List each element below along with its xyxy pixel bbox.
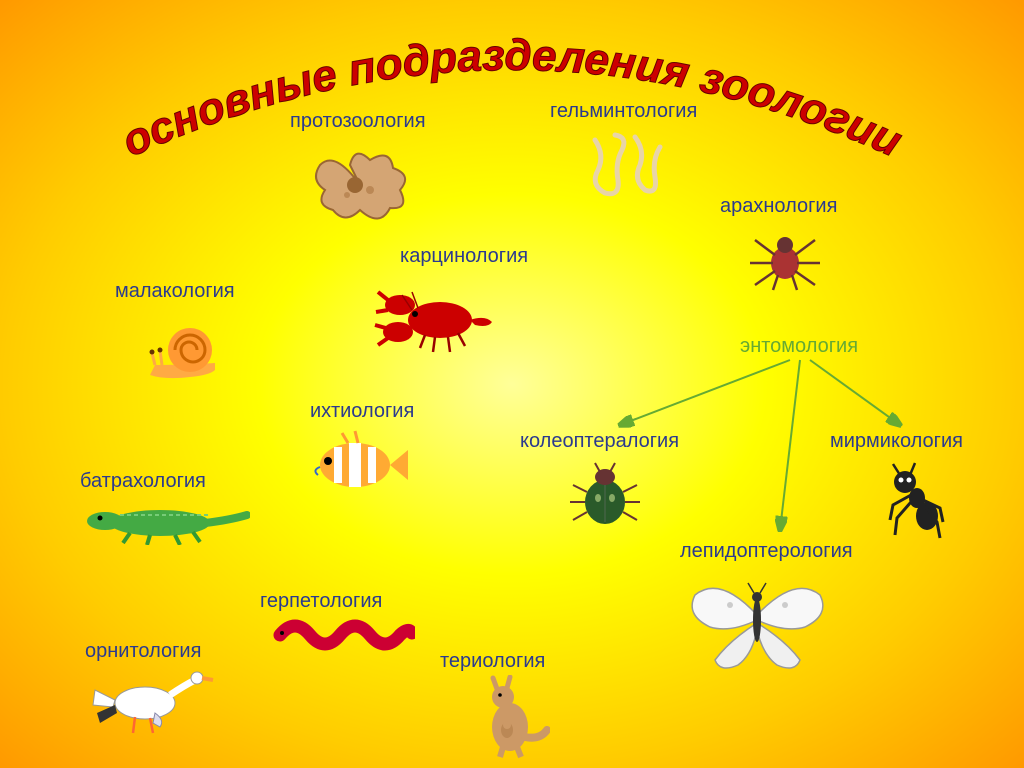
worm-icon [570,125,680,205]
beetle-icon [565,460,645,535]
ant-icon [875,460,960,550]
butterfly-icon [680,565,835,690]
snake-icon [270,615,415,660]
lizard-icon [75,495,250,550]
snail-icon [140,315,230,390]
crayfish-icon [370,270,500,375]
kangaroo-icon [465,675,550,765]
spider-icon [745,225,825,300]
amoeba-icon [305,140,415,235]
stork-icon [85,665,215,745]
fish-icon [300,425,415,510]
